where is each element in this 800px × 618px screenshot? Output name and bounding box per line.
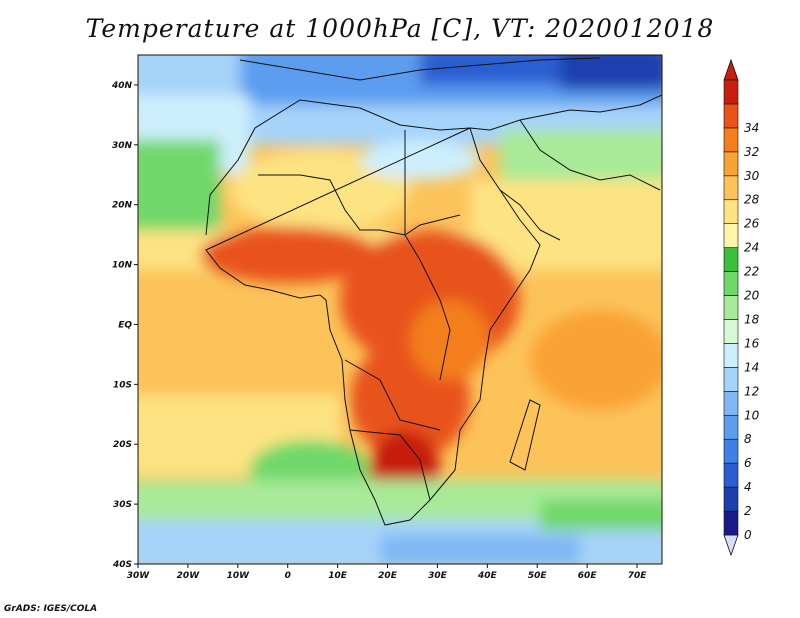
colorbar-label: 12 bbox=[744, 384, 759, 398]
colorbar-swatch bbox=[723, 199, 739, 224]
colorbar-swatch bbox=[723, 127, 739, 153]
lat-tick-label: 10S bbox=[113, 380, 132, 390]
lat-tick-label: 10N bbox=[112, 261, 133, 271]
colorbar-label: 8 bbox=[744, 432, 752, 446]
lon-tick-label: 30W bbox=[127, 571, 151, 581]
map-axes: 30W 20W 10W 0 10E 20E 30E 40E 50E 60E 70E 40N 30N 20N… bbox=[111, 81, 647, 581]
colorbar-swatch bbox=[723, 343, 739, 368]
colorbar-under-arrow bbox=[723, 534, 739, 557]
lon-tick-label: 40E bbox=[477, 571, 498, 581]
colorbar-swatch bbox=[723, 103, 739, 129]
lat-tick-label: EQ bbox=[118, 320, 132, 330]
colorbar-swatch bbox=[723, 175, 739, 201]
lon-tick-label: 10W bbox=[227, 571, 251, 581]
colorbar-swatch bbox=[723, 391, 739, 416]
plot-frame bbox=[137, 54, 663, 565]
colorbar-label: 2 bbox=[744, 504, 752, 518]
lat-tick-label: 40S bbox=[112, 560, 132, 570]
colorbar-label: 4 bbox=[744, 480, 752, 494]
colorbar-swatch bbox=[723, 223, 739, 248]
colorbar-swatch bbox=[723, 486, 739, 512]
colorbar-swatch bbox=[723, 462, 739, 488]
lat-tick-label: 20N bbox=[112, 201, 133, 211]
colorbar-over-arrow bbox=[723, 58, 739, 81]
colorbar-label: 10 bbox=[744, 408, 760, 422]
colorbar-swatch bbox=[723, 367, 739, 392]
colorbar-swatch bbox=[723, 79, 739, 105]
colorbar-label: 32 bbox=[744, 145, 759, 159]
colorbar-swatch bbox=[723, 151, 739, 177]
colorbar-label: 22 bbox=[744, 265, 759, 279]
colorbar-swatch bbox=[723, 319, 739, 344]
colorbar-swatch bbox=[723, 438, 739, 464]
colorbar-swatch bbox=[723, 295, 739, 320]
footer-credit: GrADS: IGES/COLA bbox=[4, 604, 98, 614]
colorbar-label: 16 bbox=[744, 336, 760, 350]
colorbar-swatch bbox=[723, 414, 739, 440]
colorbar-label: 18 bbox=[744, 312, 760, 326]
lon-tick-label: 0 bbox=[285, 571, 291, 581]
colorbar-label: 6 bbox=[744, 456, 752, 470]
colorbar-label: 14 bbox=[744, 360, 759, 374]
lon-tick-label: 50E bbox=[528, 571, 548, 581]
lat-tick-label: 30N bbox=[112, 141, 133, 151]
temperature-field bbox=[138, 55, 662, 564]
colorbar-label: 34 bbox=[744, 121, 759, 135]
colorbar-label: 26 bbox=[744, 217, 760, 231]
lon-tick-label: 20W bbox=[177, 571, 201, 581]
colorbar-swatch bbox=[723, 247, 739, 272]
lat-tick-label: 40N bbox=[111, 81, 133, 91]
map-title: Temperature at 1000hPa [C], VT: 20200120… bbox=[85, 14, 715, 43]
coastlines bbox=[205, 57, 662, 526]
colorbar-swatch bbox=[723, 510, 739, 536]
colorbar-label: 30 bbox=[744, 169, 760, 183]
lon-tick-label: 60E bbox=[578, 571, 598, 581]
lon-tick-label: 20E bbox=[378, 571, 398, 581]
lat-tick-label: 30S bbox=[113, 500, 132, 510]
colorbar-label: 20 bbox=[744, 289, 760, 303]
lon-tick-label: 10E bbox=[328, 571, 348, 581]
colorbar-label: 28 bbox=[744, 193, 760, 207]
lon-tick-label: 30E bbox=[428, 571, 448, 581]
lat-tick-label: 20S bbox=[113, 440, 132, 450]
lon-tick-label: 70E bbox=[628, 571, 648, 581]
colorbar-label: 24 bbox=[744, 241, 759, 255]
colorbar-swatch bbox=[723, 271, 739, 296]
colorbar-label: 0 bbox=[744, 528, 752, 542]
